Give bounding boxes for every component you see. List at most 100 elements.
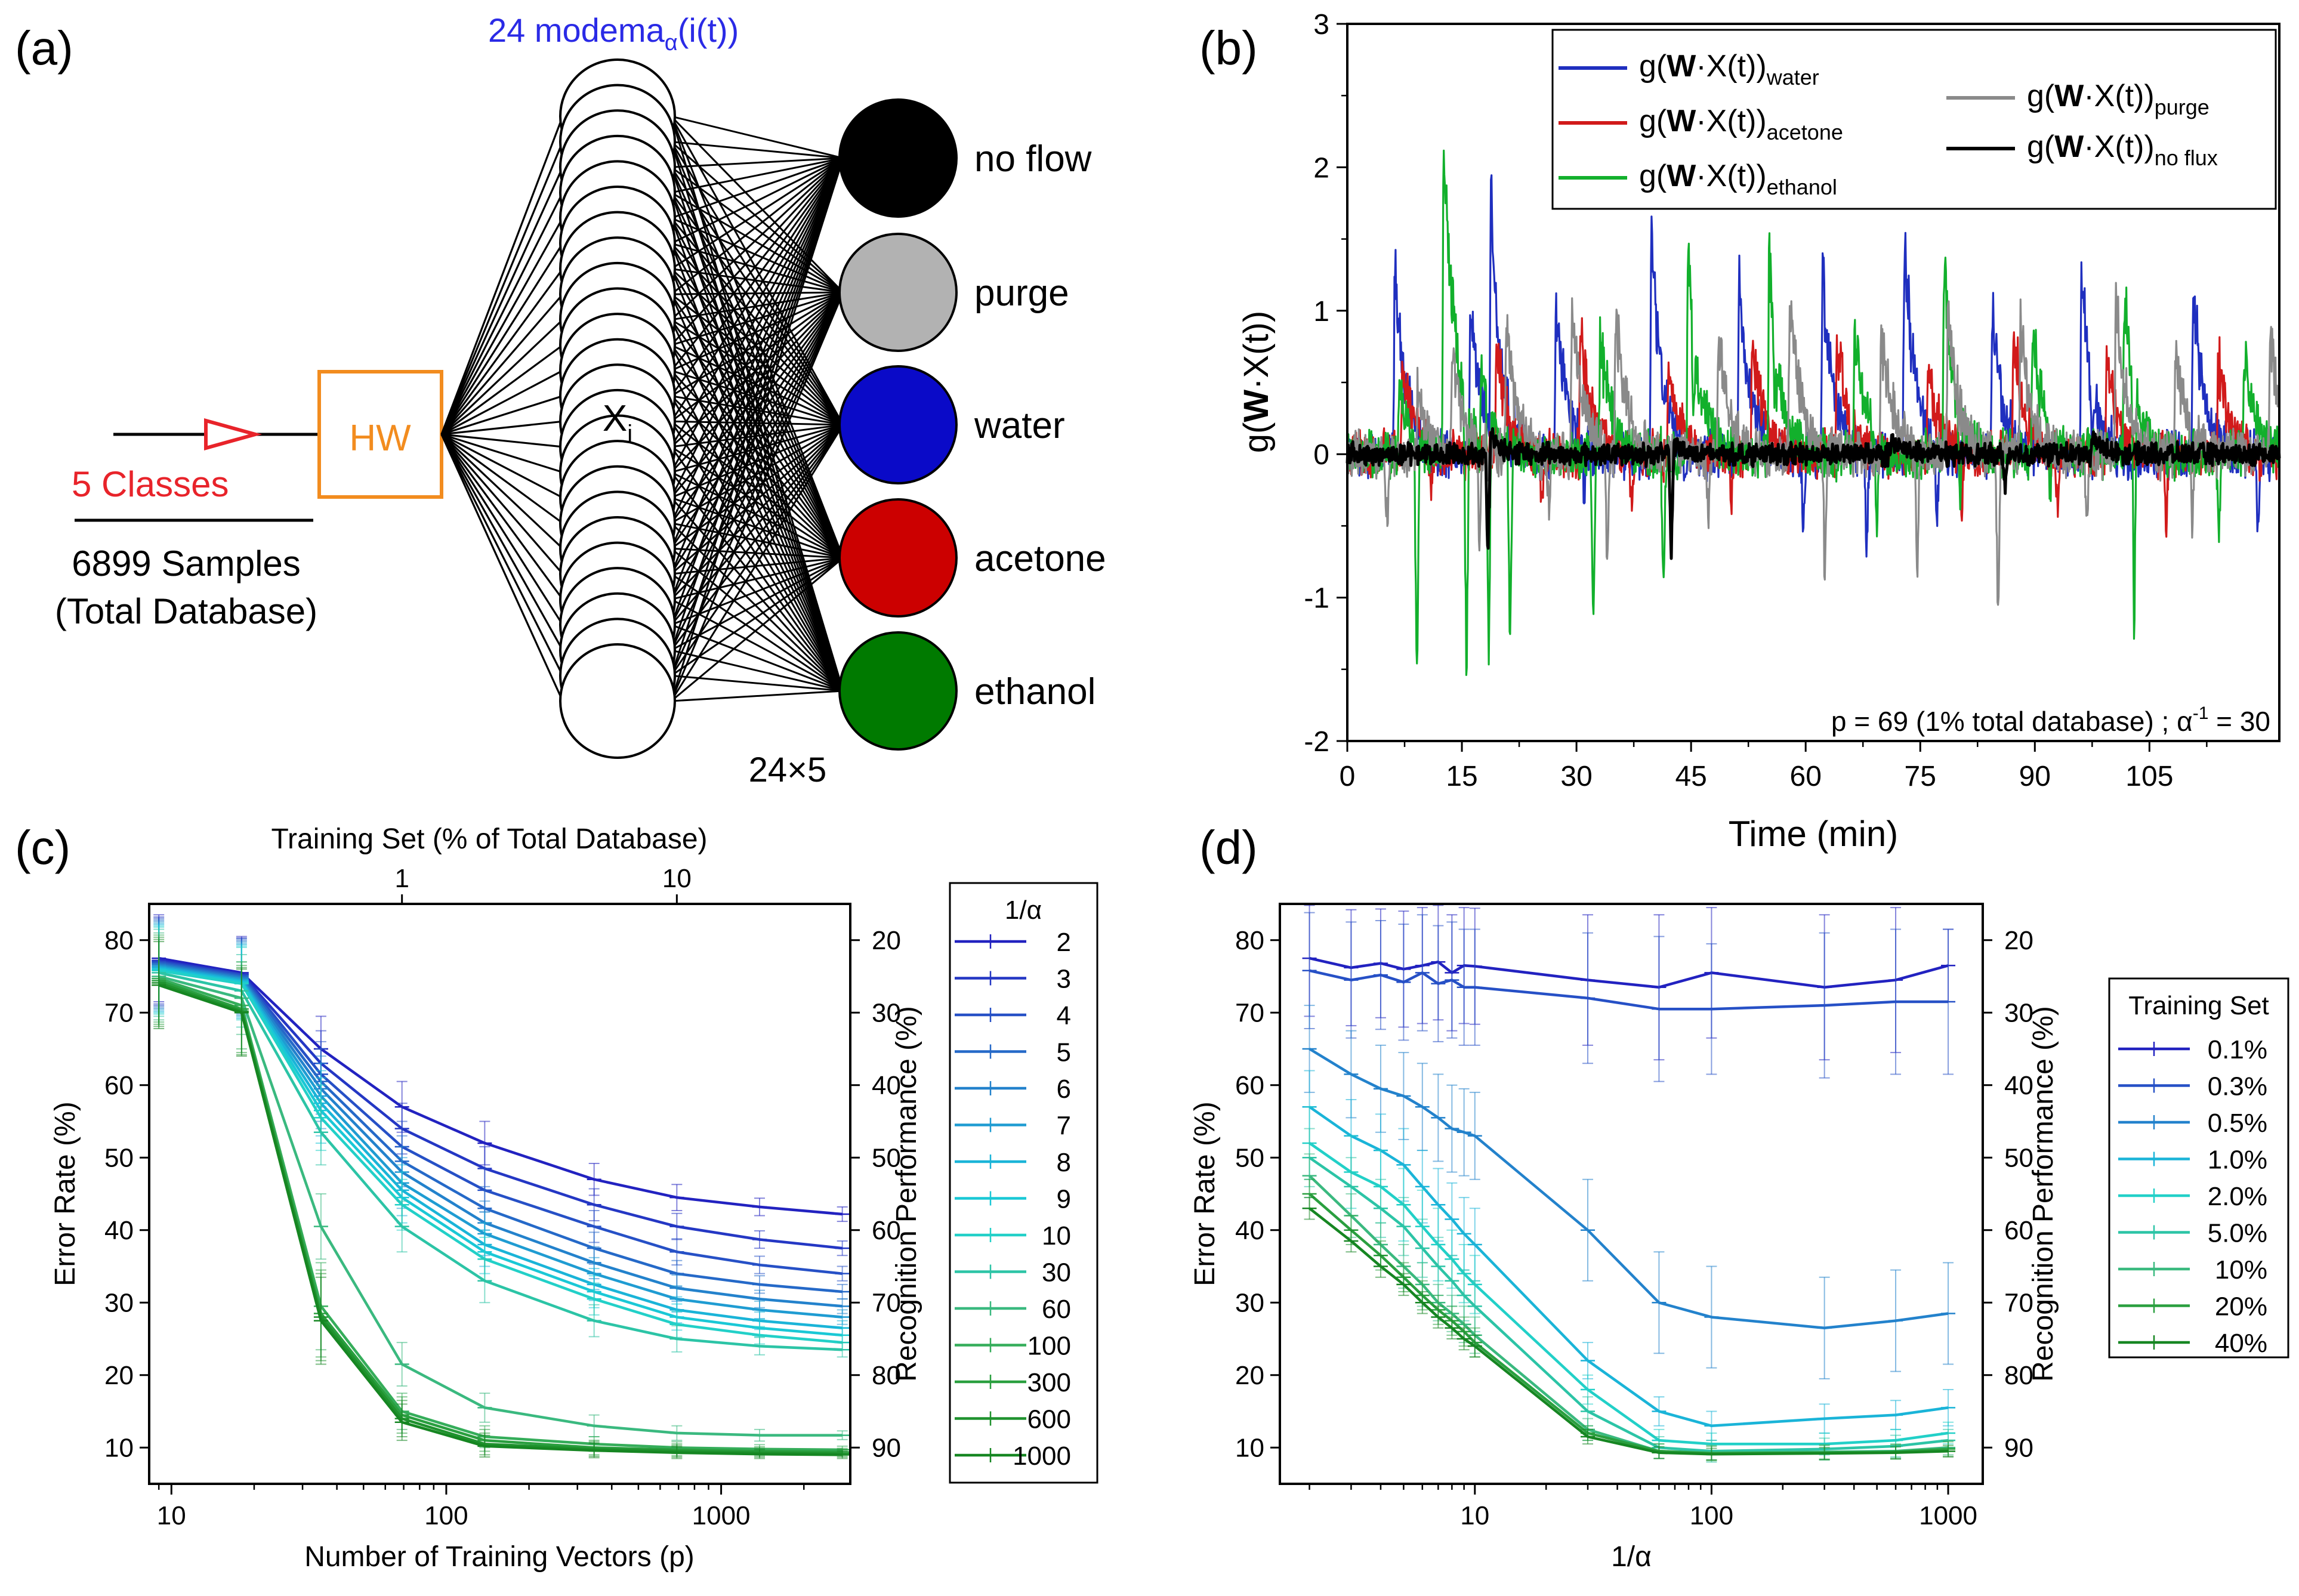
output-label: water [974,405,1065,446]
legend-label: 600 [1027,1405,1071,1434]
output-connection [670,158,844,372]
legend-label: 300 [1027,1368,1071,1397]
panel-b-legend-entries: g(W·X(t))water g(W·X(t))acetone g(W·X(t))e… [1559,49,2218,199]
series-line-acetone [1346,317,2281,538]
output-connection [670,370,844,559]
hw-connection [441,344,563,436]
output-connection [670,158,844,397]
output-connection [671,421,844,559]
database-label: (Total Database) [55,591,317,631]
output-connection [671,192,844,294]
y2-tick-label: 20 [2004,926,2033,955]
y-tick-label: 20 [104,1361,134,1390]
panel-c-axes: 10 100 1000 10 20 30 40 50 60 70 80 20 30 40 50 60 70 80 9… [104,864,901,1530]
panel-d-legend [2108,977,2289,1359]
hw-connection [440,116,564,435]
top-x-tick-label: 1 [394,864,409,893]
legend-label: 40% [2215,1329,2267,1358]
panel-a-network-diagram: (a) 24 modemaα(i(t)) 5 Classes 6899 Samp… [15,11,1106,789]
y-tick-label: 10 [104,1433,134,1462]
output-connection [670,158,844,422]
series-line-30 [158,971,843,1351]
x-tick-label: 1000 [1919,1501,1977,1530]
hw-connection [441,433,563,448]
y-tick-label: 30 [1235,1288,1264,1317]
weights-label: 24×5 [749,751,827,789]
top-x-tick-label: 10 [662,864,692,893]
output-node [838,631,958,751]
y-tick-label: 20 [1235,1361,1264,1390]
y2-tick-label: 80 [872,1361,901,1390]
hw-connection [440,268,564,435]
output-connection [670,522,844,692]
y2-tick-label: 50 [872,1143,901,1172]
panel-c-y2label: Recognition Performance (%) [891,1006,922,1382]
legend-label: 5.0% [2208,1219,2267,1248]
output-connection [670,158,844,447]
output-label: no flow [974,138,1092,180]
panel-b-timeseries: (b) 0 15 30 45 60 75 90 105 -2 -1 0 1 2 3 g(W·X(t)) T… [1199,9,2281,854]
series-line-2 [158,956,843,1216]
output-connection [670,115,844,294]
y-tick-label: -1 [1304,583,1329,615]
output-connection [671,548,844,692]
y-tick-label: 3 [1313,9,1329,41]
hw-connection [440,433,564,575]
output-connection [671,157,844,168]
output-connection [671,157,844,219]
x-tick-label: 1000 [692,1501,751,1530]
x-tick-label: 15 [1446,761,1477,792]
y2-tick-label: 50 [2004,1143,2033,1172]
legend-label: 6 [1057,1075,1071,1104]
y2-tick-label: 90 [872,1433,901,1462]
hidden-layer [559,58,676,759]
hw-connection [440,141,564,435]
hw-connections [440,116,564,702]
output-connection [671,573,844,692]
output-label: ethanol [974,671,1096,712]
output-connection [670,158,844,498]
y2-tick-label: 30 [872,998,901,1027]
x-tick-label: 10 [157,1501,186,1530]
output-connection [671,157,844,295]
hw-connection [441,433,563,474]
panel-d-ylabel: Error Rate (%) [1189,1101,1221,1286]
output-connection [671,166,844,294]
y-tick-label: 10 [1235,1433,1264,1462]
y2-tick-label: 80 [2004,1361,2033,1390]
y2-tick-label: 60 [872,1216,901,1245]
series-line-no-flux [1346,427,2281,560]
output-connection [670,158,844,473]
hw-connection [441,433,563,499]
y-tick-label: 1 [1313,296,1329,328]
output-connection [671,115,844,159]
hw-connection [440,319,564,436]
series-line-40% [1309,1207,1949,1456]
hw-connection [440,192,564,435]
panel-d-series [1302,904,1956,1463]
panel-c-plot-frame [148,903,851,1485]
y-tick-label: 50 [104,1143,134,1172]
hw-connection [441,433,563,524]
output-connection [670,344,844,558]
legend-label: g(W·X(t))ethanol [1639,159,1837,199]
hw-connection [440,434,564,600]
panel-d-axes: 10 100 1000 10 20 30 40 50 60 70 80 20 30 40 50 60 70 80 9… [1235,926,2033,1530]
output-connection [670,158,844,676]
series-line-0.5% [1309,1048,1949,1330]
output-node [838,98,958,218]
panel-c-xlabel: Number of Training Vectors (p) [304,1541,695,1573]
output-connection [671,268,844,294]
hw-connection [440,166,564,435]
x-tick-label: 45 [1675,761,1706,792]
legend-label: 0.1% [2208,1035,2267,1064]
y2-tick-label: 90 [2004,1433,2033,1462]
panel-d-legend-title: Training Set [2128,991,2269,1020]
legend-label: g(W·X(t))water [1639,49,1819,89]
panel-d-y2label: Recognition Performance (%) [2028,1006,2059,1382]
panel-b-annotation: p = 69 (1% total database) ; α-1 = 30 [1831,703,2270,737]
legend-label: 4 [1057,1001,1071,1030]
series-line-1000 [158,983,843,1456]
series-line-20% [1309,1193,1949,1455]
y-tick-label: 80 [1235,926,1264,955]
